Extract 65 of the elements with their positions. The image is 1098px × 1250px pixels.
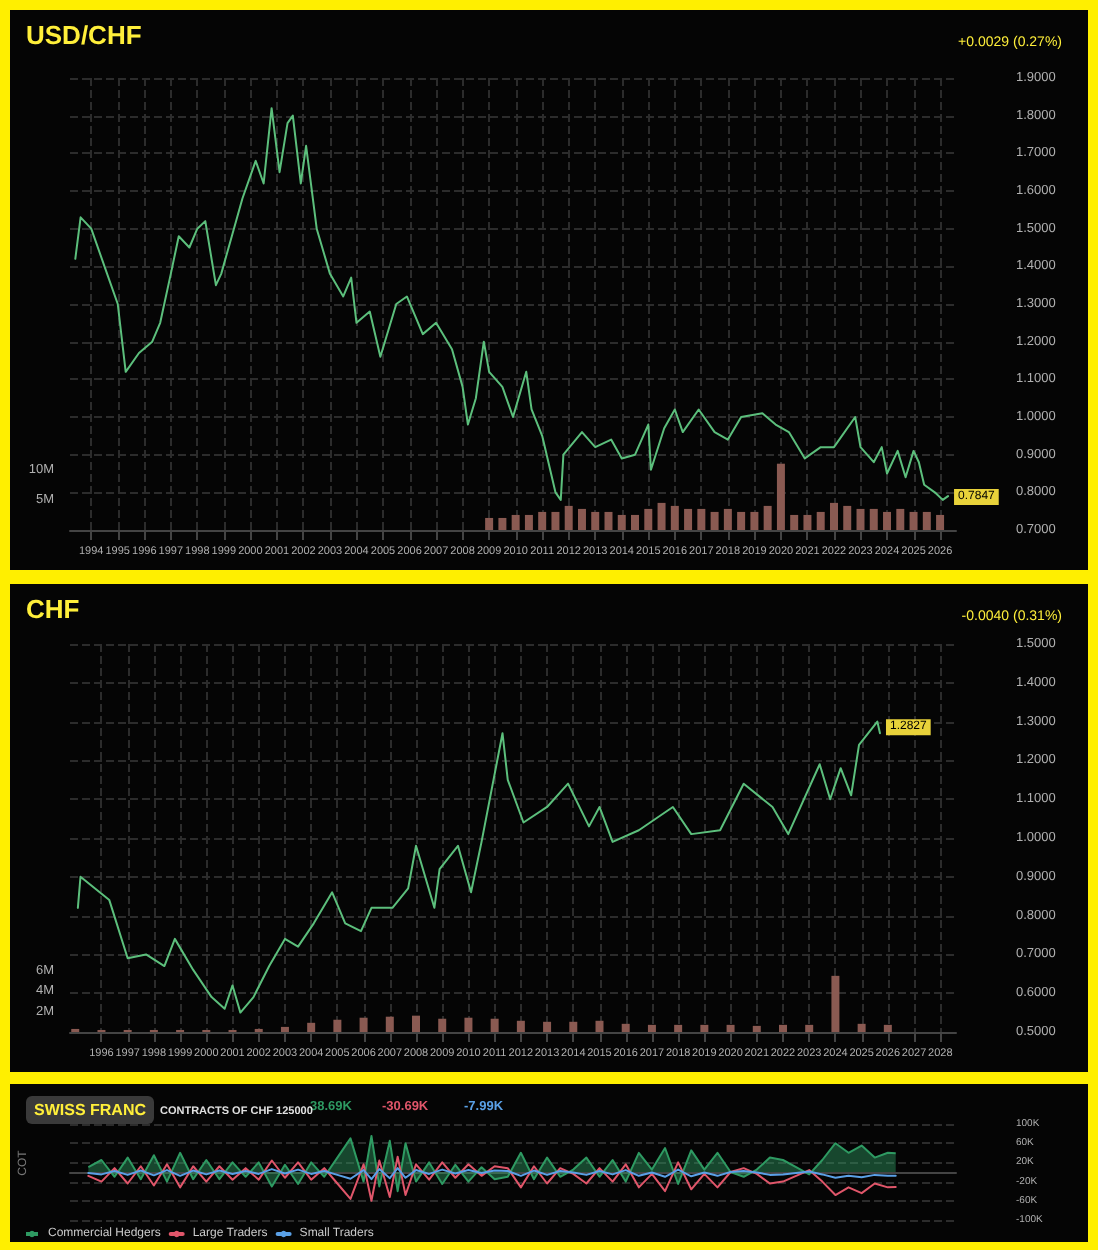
bar — [543, 1021, 552, 1032]
bar — [359, 1017, 368, 1032]
bar — [726, 1024, 735, 1032]
bar — [595, 1020, 604, 1032]
bar — [280, 1026, 289, 1032]
bar — [551, 511, 560, 530]
bar — [700, 1024, 709, 1032]
line-series — [74, 107, 950, 501]
chart-title: CHF — [26, 594, 80, 624]
bar — [644, 508, 653, 530]
bar — [909, 511, 918, 530]
line-series — [76, 720, 881, 1014]
bar — [752, 1025, 761, 1032]
bar — [657, 502, 666, 530]
bar — [896, 508, 905, 530]
bar — [856, 508, 865, 530]
bar — [829, 502, 838, 530]
bar — [577, 508, 586, 530]
bar — [670, 505, 679, 530]
bar — [805, 1024, 814, 1032]
bar — [617, 514, 626, 530]
bar — [307, 1022, 316, 1032]
bar — [737, 511, 746, 530]
bar — [516, 1020, 525, 1032]
bar — [723, 508, 732, 530]
bar — [803, 514, 812, 530]
bar — [564, 505, 573, 530]
bar — [857, 1023, 866, 1032]
line-series — [87, 1155, 897, 1202]
bar — [604, 511, 613, 530]
bar — [869, 508, 878, 530]
bar — [684, 508, 693, 530]
bar — [412, 1015, 421, 1032]
bar — [569, 1021, 578, 1032]
bar — [524, 514, 533, 530]
bar — [776, 463, 785, 530]
bar — [538, 511, 547, 530]
bar — [831, 975, 840, 1032]
bar — [778, 1024, 787, 1032]
bar — [843, 505, 852, 530]
bar — [498, 517, 507, 530]
bar — [621, 1023, 630, 1032]
bar — [750, 511, 759, 530]
bar — [333, 1019, 342, 1032]
bar — [647, 1024, 656, 1032]
bar — [816, 511, 825, 530]
bar — [790, 514, 799, 530]
bar — [883, 511, 892, 530]
bar — [697, 508, 706, 530]
bar — [936, 514, 945, 530]
bar — [438, 1018, 447, 1032]
bar — [922, 511, 931, 530]
bar — [385, 1016, 394, 1032]
bar — [490, 1018, 499, 1032]
chart-title: SWISS FRANC — [34, 1101, 147, 1119]
bar — [591, 511, 600, 530]
bar — [883, 1024, 892, 1032]
bar — [710, 511, 719, 530]
bar — [674, 1024, 683, 1032]
chart-title: USD/CHF — [26, 20, 142, 50]
bar — [511, 514, 520, 530]
bar — [631, 514, 640, 530]
bar — [763, 505, 772, 530]
bar — [464, 1017, 473, 1032]
bar — [485, 517, 494, 530]
